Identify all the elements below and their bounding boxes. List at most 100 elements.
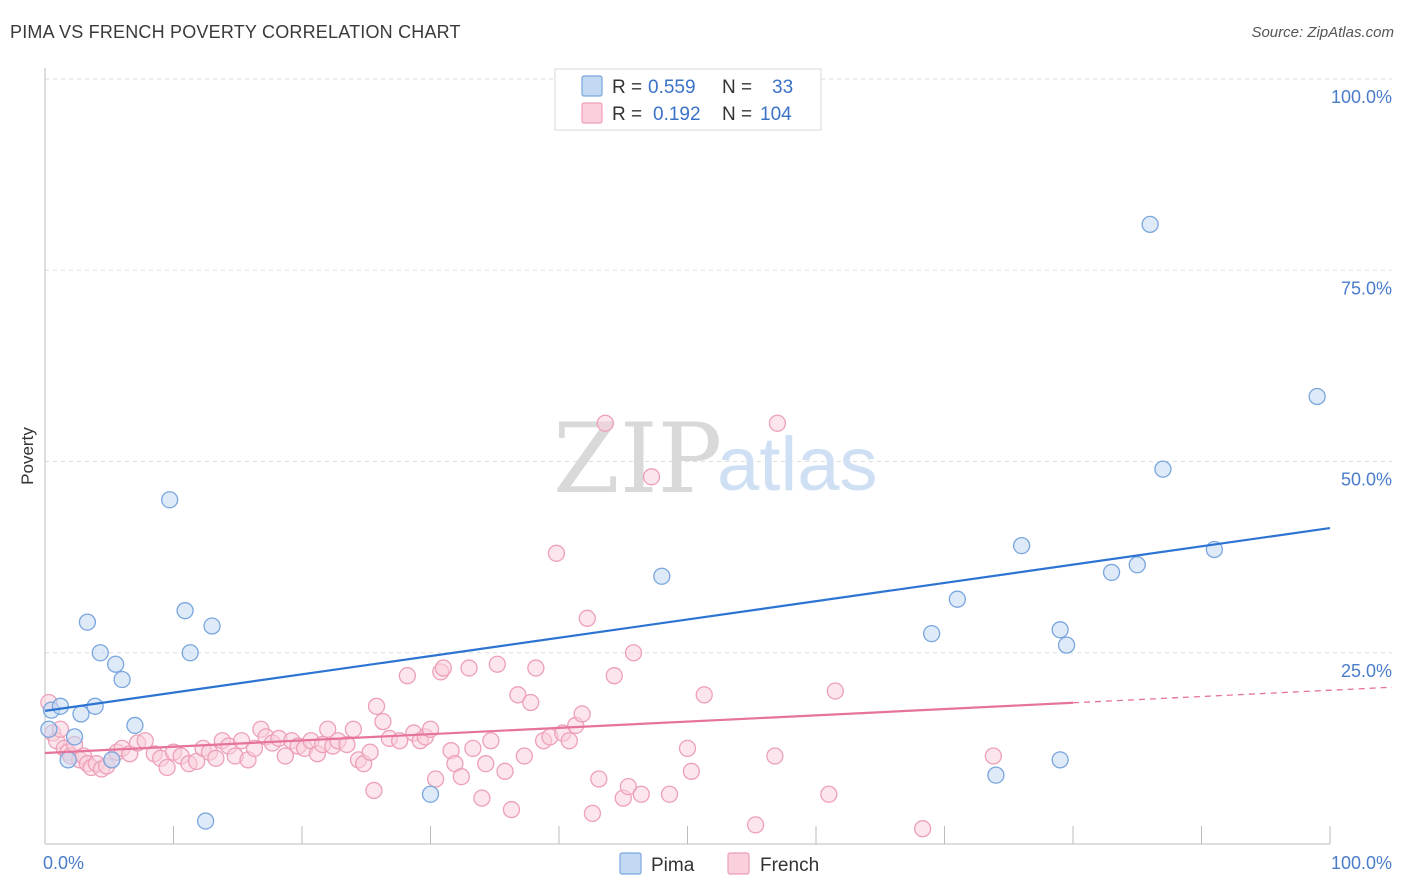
bottom-legend: Pima French <box>619 852 819 876</box>
pima-point <box>181 644 199 662</box>
french-point <box>596 414 614 432</box>
pima-point <box>987 766 1005 784</box>
french-point <box>367 697 386 715</box>
pima-point <box>91 644 109 662</box>
french-point <box>482 732 500 750</box>
pima-point <box>1051 621 1069 639</box>
french-point <box>276 747 294 765</box>
pima-point <box>40 720 58 738</box>
y-tick-label: 75.0% <box>1341 278 1392 298</box>
french-point <box>914 820 932 838</box>
legend: R = 0.559 N = 33 R = 0.192 N = 104 <box>554 68 822 131</box>
pima-point <box>160 491 179 509</box>
y-tick-labels: 25.0% 50.0% 75.0% 100.0% <box>1331 87 1392 681</box>
pima-point <box>126 716 144 735</box>
y-tick-label: 100.0% <box>1331 87 1392 107</box>
watermark: ZIP atlas <box>553 403 878 515</box>
bottom-legend-swatch-french <box>727 852 750 875</box>
french-point <box>473 789 491 807</box>
y-tick-label: 25.0% <box>1341 661 1392 681</box>
bottom-legend-swatch-pima <box>619 852 642 875</box>
trend-line-extension-french <box>1072 686 1393 704</box>
french-point <box>319 720 337 738</box>
french-point <box>590 770 608 788</box>
french-point <box>826 682 844 700</box>
french-point <box>660 785 679 803</box>
french-point <box>245 739 264 758</box>
pima-point <box>1128 556 1146 574</box>
french-point <box>578 609 596 627</box>
french-point <box>158 758 176 777</box>
french-point <box>820 785 838 803</box>
chart-title: PIMA VS FRENCH POVERTY CORRELATION CHART <box>10 22 461 42</box>
french-point <box>984 747 1002 765</box>
legend-r-label: R = <box>612 104 642 125</box>
french-point <box>632 785 650 803</box>
pima-point <box>51 697 70 715</box>
french-point <box>624 644 643 662</box>
french-point <box>573 705 591 723</box>
pima-point <box>59 751 77 769</box>
french-point <box>374 712 392 731</box>
bottom-legend-label-french: French <box>760 855 819 876</box>
french-point <box>527 659 545 677</box>
grid-lines <box>45 78 1392 654</box>
watermark-atlas: atlas <box>717 422 878 507</box>
bottom-legend-label-pima: Pima <box>651 855 695 876</box>
pima-point <box>923 624 941 643</box>
legend-n-label: N = <box>722 104 752 125</box>
pima-point <box>196 812 215 830</box>
pima-point <box>103 751 121 769</box>
pima-point <box>1308 387 1326 406</box>
pima-point <box>421 785 440 803</box>
french-point <box>605 667 623 685</box>
french-points <box>40 414 1002 838</box>
french-point <box>515 747 533 765</box>
trend-lines <box>44 526 1393 755</box>
y-tick-label: 50.0% <box>1341 470 1392 490</box>
legend-n-value-french: 104 <box>760 104 792 125</box>
french-point <box>477 755 495 773</box>
legend-swatch-pima <box>581 75 603 97</box>
watermark-zip: ZIP <box>553 403 722 515</box>
french-point <box>365 781 383 800</box>
french-point <box>682 762 701 780</box>
french-point <box>619 777 638 796</box>
french-point <box>398 667 417 685</box>
pima-point <box>78 613 97 631</box>
french-point <box>642 468 661 486</box>
french-point <box>560 732 578 750</box>
pima-point <box>1051 751 1069 769</box>
french-point <box>509 686 527 704</box>
french-point <box>464 739 482 758</box>
french-point <box>678 739 697 758</box>
pima-points <box>40 215 1326 830</box>
french-point <box>583 804 602 823</box>
french-point <box>452 768 470 786</box>
pima-point <box>72 705 90 723</box>
pima-point <box>1154 460 1172 478</box>
french-point <box>746 816 765 834</box>
pima-point <box>948 590 966 608</box>
french-point <box>344 720 363 738</box>
trend-line-french <box>44 701 1074 755</box>
legend-swatch-french <box>581 102 603 124</box>
legend-n-label: N = <box>722 77 752 98</box>
pima-point <box>113 670 131 689</box>
pima-point <box>176 602 194 620</box>
x-tick-label: 100.0% <box>1331 853 1392 873</box>
legend-n-value-pima: 33 <box>772 77 793 98</box>
x-tick-label: 0.0% <box>43 853 84 873</box>
legend-r-value-pima: 0.559 <box>648 77 696 98</box>
french-point <box>502 800 521 819</box>
pima-point <box>1102 563 1121 582</box>
french-point <box>361 743 379 761</box>
pima-point <box>86 697 104 715</box>
legend-r-label: R = <box>612 77 642 98</box>
pima-point <box>203 617 221 635</box>
legend-r-value-french: 0.192 <box>653 104 701 125</box>
french-point <box>488 655 506 673</box>
pima-point <box>65 728 84 746</box>
y-axis-label: Poverty <box>18 427 37 485</box>
